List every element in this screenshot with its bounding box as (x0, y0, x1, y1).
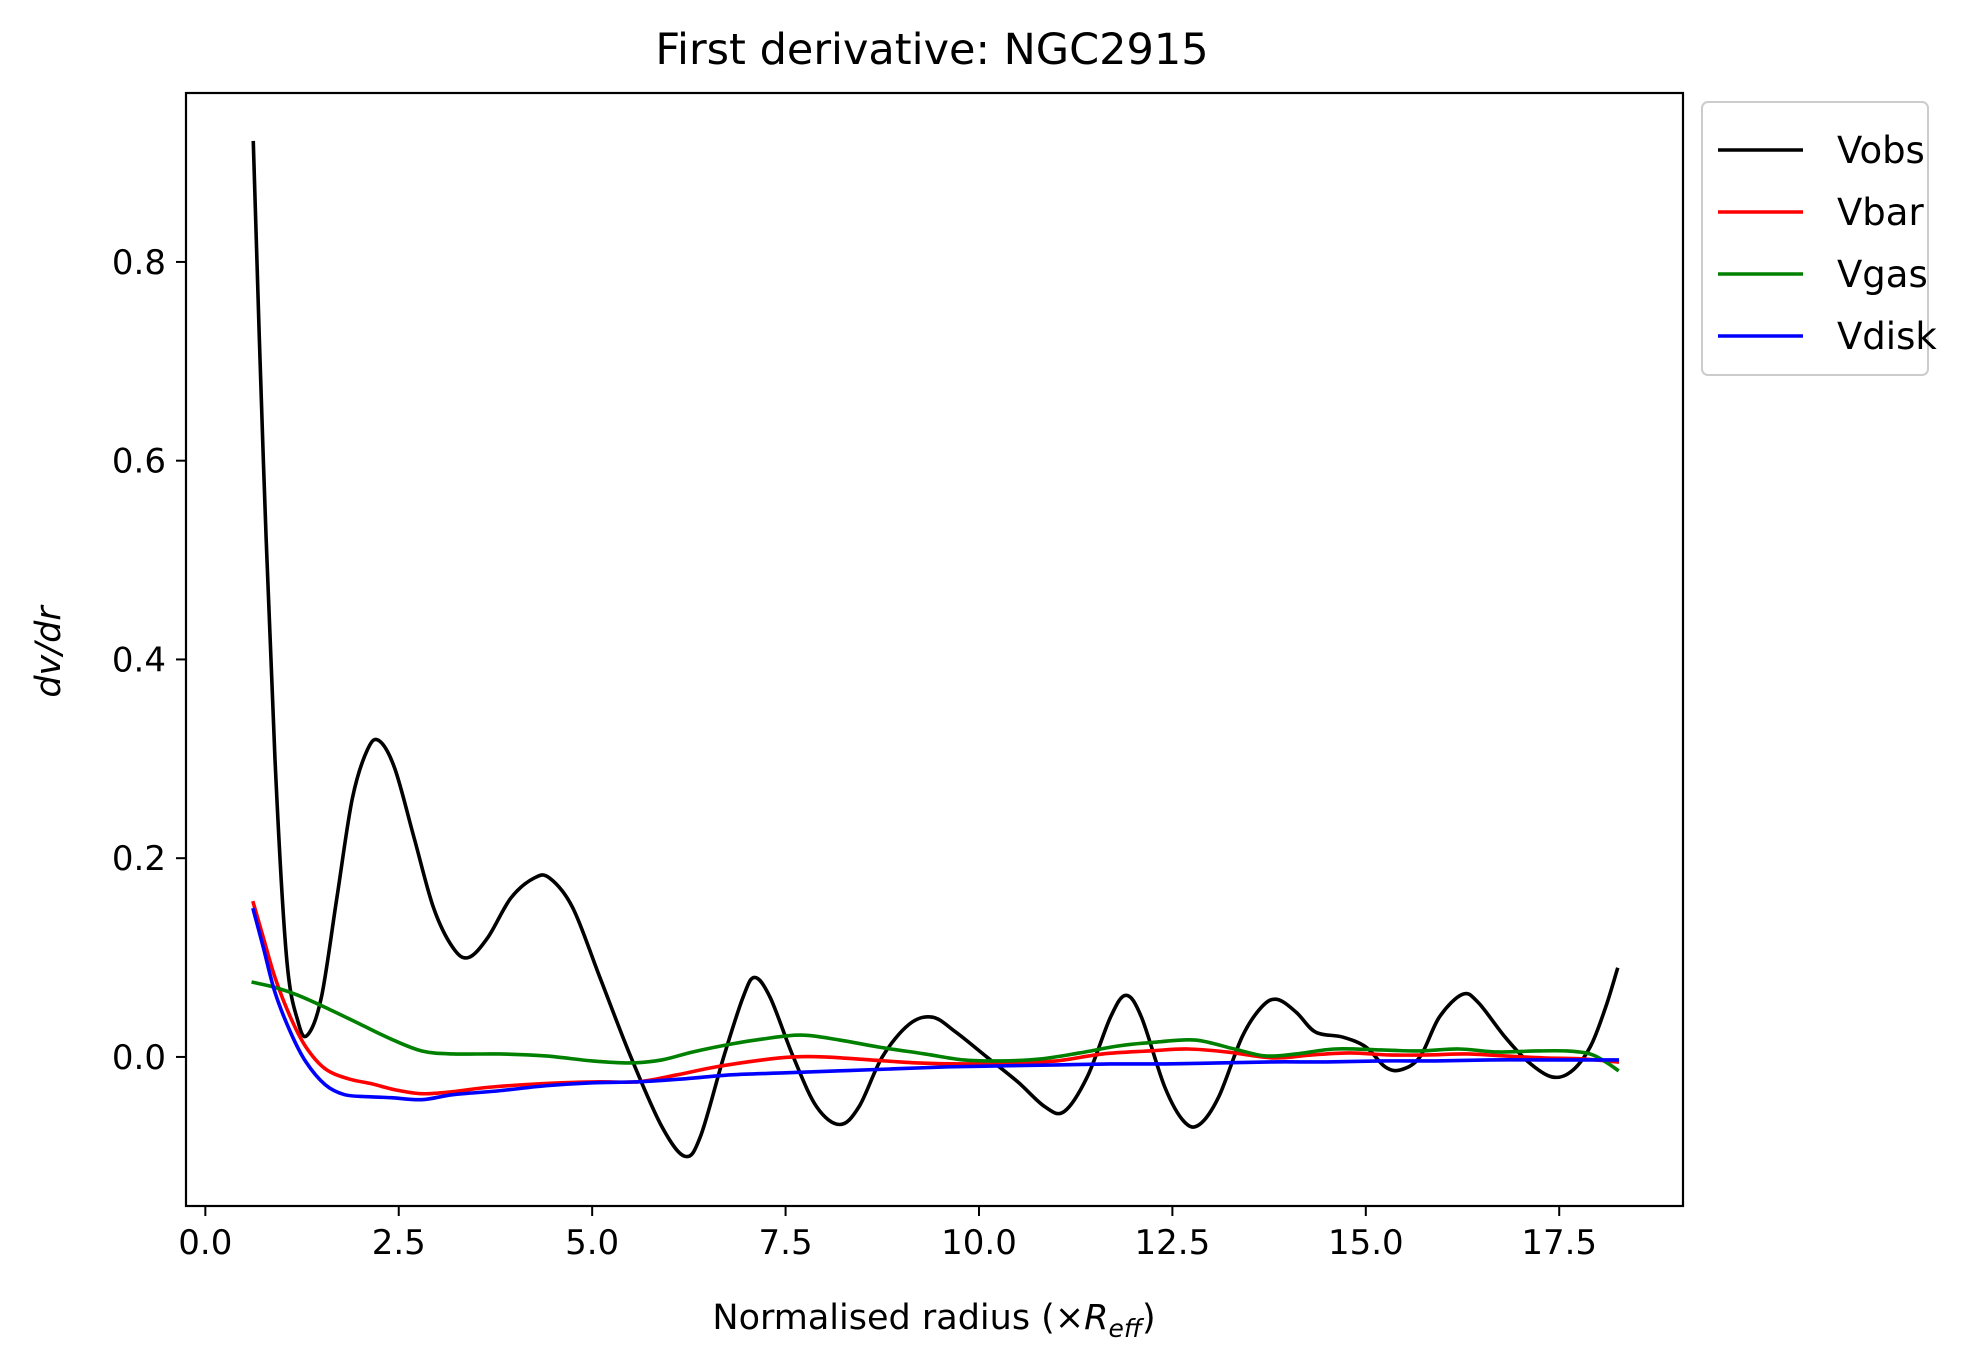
series-line-vdisk (251, 907, 1620, 1102)
x-tick-label: 17.5 (1521, 1223, 1597, 1263)
y-tick-label: 0.4 (112, 640, 166, 680)
legend-label-vgas: Vgas (1837, 253, 1928, 296)
y-tick-label: 0.2 (112, 839, 166, 879)
series-layer (251, 140, 1620, 1159)
legend: Vobs Vbar Vgas Vdisk (1701, 101, 1937, 376)
x-tick-label: 2.5 (372, 1223, 426, 1263)
y-axis-label: dv/dr (29, 604, 69, 698)
x-tick-label: 5.0 (565, 1223, 619, 1263)
x-tick-label: 10.0 (941, 1223, 1017, 1263)
x-tick-label: 0.0 (178, 1223, 232, 1263)
series-line-vbar (251, 900, 1620, 1096)
legend-label-vdisk: Vdisk (1837, 315, 1937, 358)
x-tick-label: 12.5 (1135, 1223, 1211, 1263)
legend-box (1701, 101, 1929, 376)
x-axis-label: Normalised radius (×Reff) (712, 1298, 1155, 1343)
legend-label-vbar: Vbar (1837, 191, 1924, 234)
y-tick-label: 0.0 (112, 1038, 166, 1078)
legend-label-vobs: Vobs (1837, 129, 1925, 172)
y-tick-label: 0.6 (112, 442, 166, 482)
x-tick-label: 7.5 (759, 1223, 813, 1263)
plot-area-frame (184, 91, 1685, 1208)
chart-title: First derivative: NGC2915 (655, 25, 1208, 75)
y-axis: 0.0 0.2 0.4 0.6 0.8 (112, 243, 186, 1078)
series-line-vgas (251, 980, 1620, 1073)
y-tick-label: 0.8 (112, 243, 166, 283)
x-axis: 0.0 2.5 5.0 7.5 10.0 12.5 15.0 17.5 (178, 1206, 1597, 1263)
x-tick-label: 15.0 (1328, 1223, 1404, 1263)
series-line-vobs (251, 140, 1620, 1159)
